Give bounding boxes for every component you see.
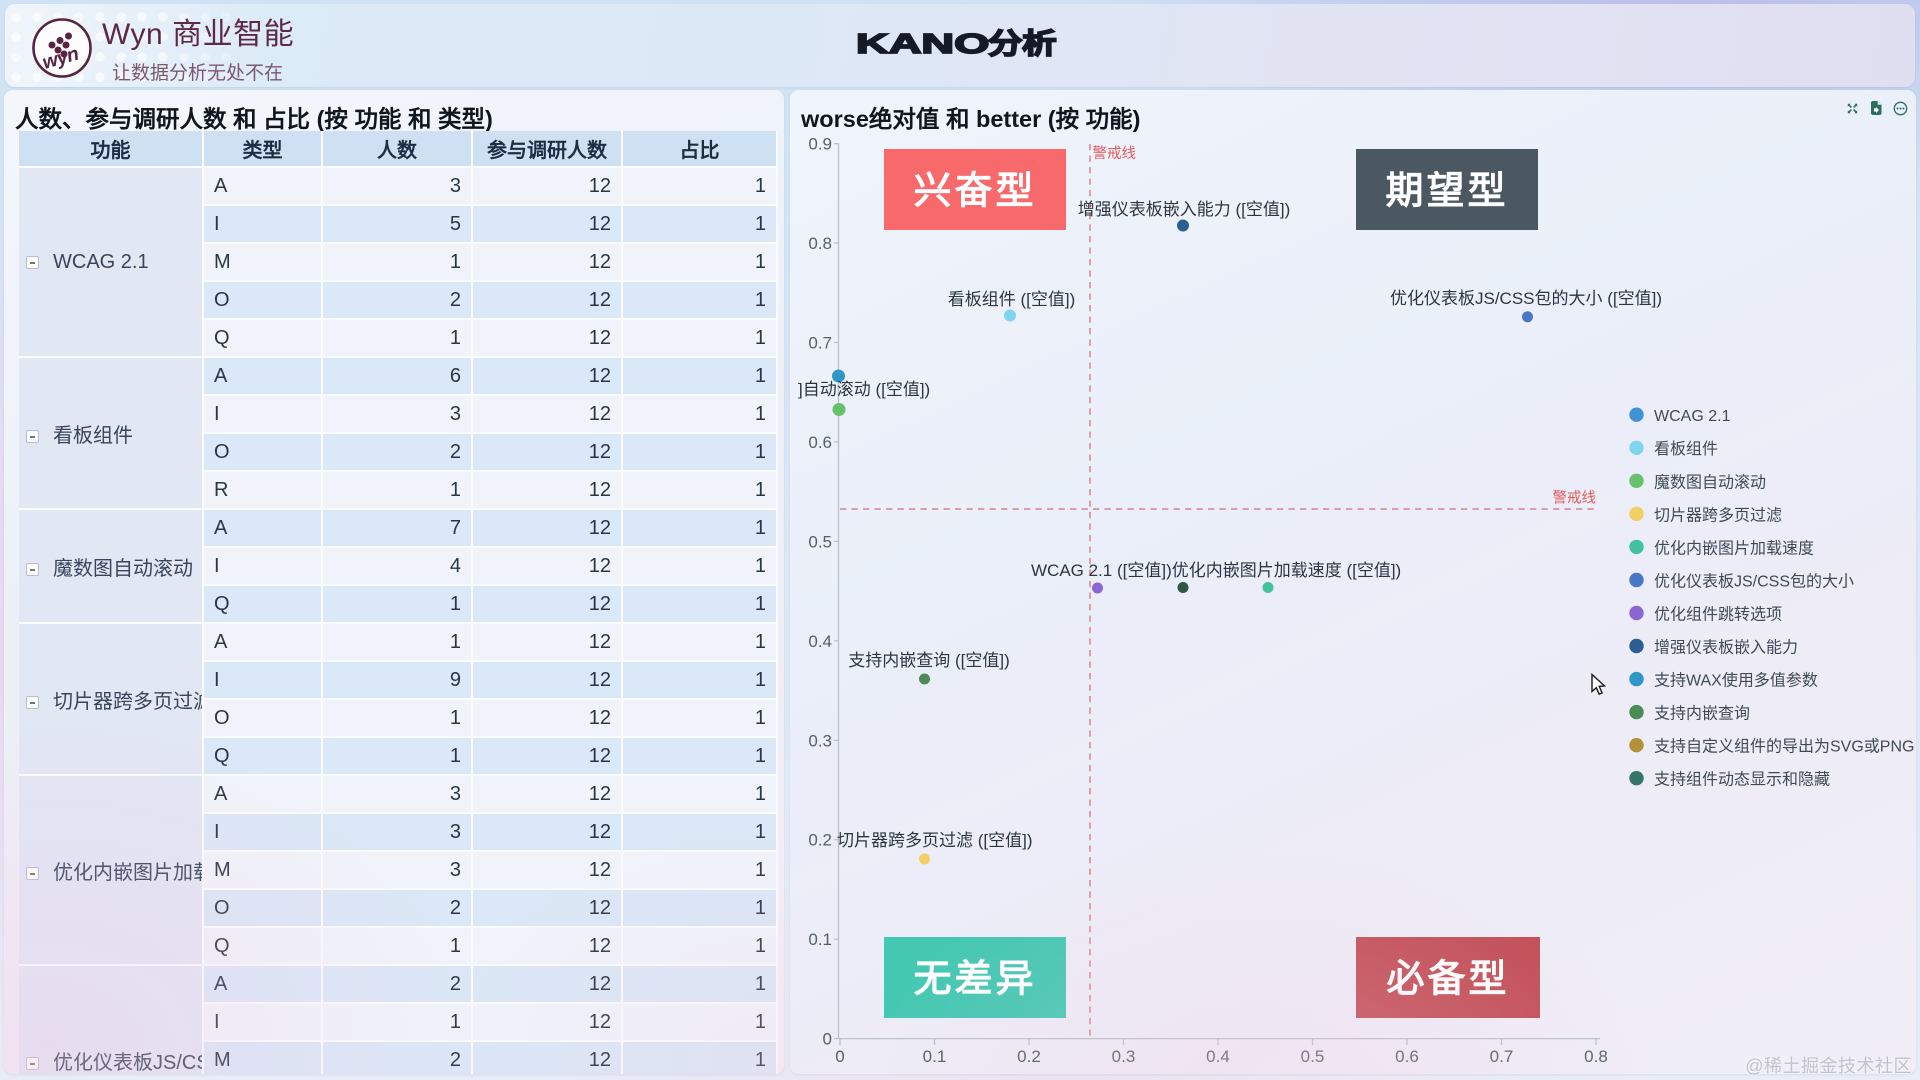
svg-text:支持WAX使用多值参数: 支持WAX使用多值参数 bbox=[1654, 672, 1818, 690]
svg-text:0: 0 bbox=[823, 1030, 832, 1049]
svg-text:0: 0 bbox=[835, 1047, 844, 1066]
svg-text:0.3: 0.3 bbox=[808, 731, 832, 750]
svg-text:期望型: 期望型 bbox=[1385, 171, 1508, 213]
svg-text:0.1: 0.1 bbox=[808, 930, 832, 949]
svg-text:0.2: 0.2 bbox=[1017, 1047, 1041, 1066]
svg-text:兴奋型: 兴奋型 bbox=[913, 171, 1036, 213]
svg-text:WCAG 2.1 ([空值])优化内嵌图片加载速度 ([空值: WCAG 2.1 ([空值])优化内嵌图片加载速度 ([空值]) bbox=[1031, 561, 1401, 580]
svg-text:0.3: 0.3 bbox=[1112, 1047, 1136, 1066]
svg-text:支持内嵌查询 ([空值]): 支持内嵌查询 ([空值]) bbox=[848, 651, 1010, 670]
svg-text:必备型: 必备型 bbox=[1386, 959, 1509, 1001]
svg-text:支持内嵌查询: 支持内嵌查询 bbox=[1654, 705, 1750, 723]
svg-text:0.1: 0.1 bbox=[923, 1047, 947, 1066]
svg-text:优化内嵌图片加载速度: 优化内嵌图片加载速度 bbox=[1654, 539, 1814, 557]
svg-text:看板组件: 看板组件 bbox=[1654, 440, 1718, 458]
svg-text:切片器跨多页过滤 ([空值]): 切片器跨多页过滤 ([空值]) bbox=[837, 831, 1033, 850]
svg-text:0.8: 0.8 bbox=[808, 234, 832, 253]
svg-text:0.7: 0.7 bbox=[808, 334, 832, 353]
svg-text:增强仪表板嵌入能力: 增强仪表板嵌入能力 bbox=[1654, 639, 1798, 657]
svg-text:看板组件 ([空值]): 看板组件 ([空值]) bbox=[948, 290, 1076, 309]
svg-text:优化组件跳转选项: 优化组件跳转选项 bbox=[1654, 606, 1782, 624]
svg-text:0.2: 0.2 bbox=[808, 831, 832, 850]
svg-text:0.8: 0.8 bbox=[1584, 1047, 1608, 1066]
svg-text:WCAG 2.1: WCAG 2.1 bbox=[1654, 408, 1731, 425]
svg-text:支持自定义组件的导出为SVG或PNG: 支持自定义组件的导出为SVG或PNG bbox=[1654, 738, 1914, 756]
svg-text:0.5: 0.5 bbox=[1301, 1047, 1325, 1066]
svg-text:优化仪表板JS/CSS包的大小: 优化仪表板JS/CSS包的大小 bbox=[1654, 573, 1854, 591]
svg-text:增强仪表板嵌入能力 ([空值]): 增强仪表板嵌入能力 ([空值]) bbox=[1078, 200, 1291, 219]
svg-text:警戒线: 警戒线 bbox=[1553, 490, 1597, 507]
svg-text:0.6: 0.6 bbox=[1395, 1047, 1419, 1066]
svg-text:0.4: 0.4 bbox=[1206, 1047, 1230, 1066]
svg-text:0.6: 0.6 bbox=[808, 433, 832, 452]
svg-text:0.9: 0.9 bbox=[808, 135, 832, 154]
svg-text:支持组件动态显示和隐藏: 支持组件动态显示和隐藏 bbox=[1654, 771, 1830, 789]
svg-text:0.5: 0.5 bbox=[808, 532, 832, 551]
svg-text:切片器跨多页过滤: 切片器跨多页过滤 bbox=[1654, 506, 1782, 524]
svg-text:0.7: 0.7 bbox=[1490, 1047, 1514, 1066]
svg-text:0.4: 0.4 bbox=[808, 632, 832, 651]
svg-text:警戒线: 警戒线 bbox=[1093, 145, 1137, 162]
svg-text:无差异: 无差异 bbox=[913, 959, 1036, 1001]
svg-text:魔数图自动滚动: 魔数图自动滚动 bbox=[1654, 473, 1766, 491]
svg-text:优化仪表板JS/CSS包的大小 ([空值]): 优化仪表板JS/CSS包的大小 ([空值]) bbox=[1390, 289, 1662, 308]
svg-text:]自动滚动 ([空值]): ]自动滚动 ([空值]) bbox=[798, 380, 930, 399]
